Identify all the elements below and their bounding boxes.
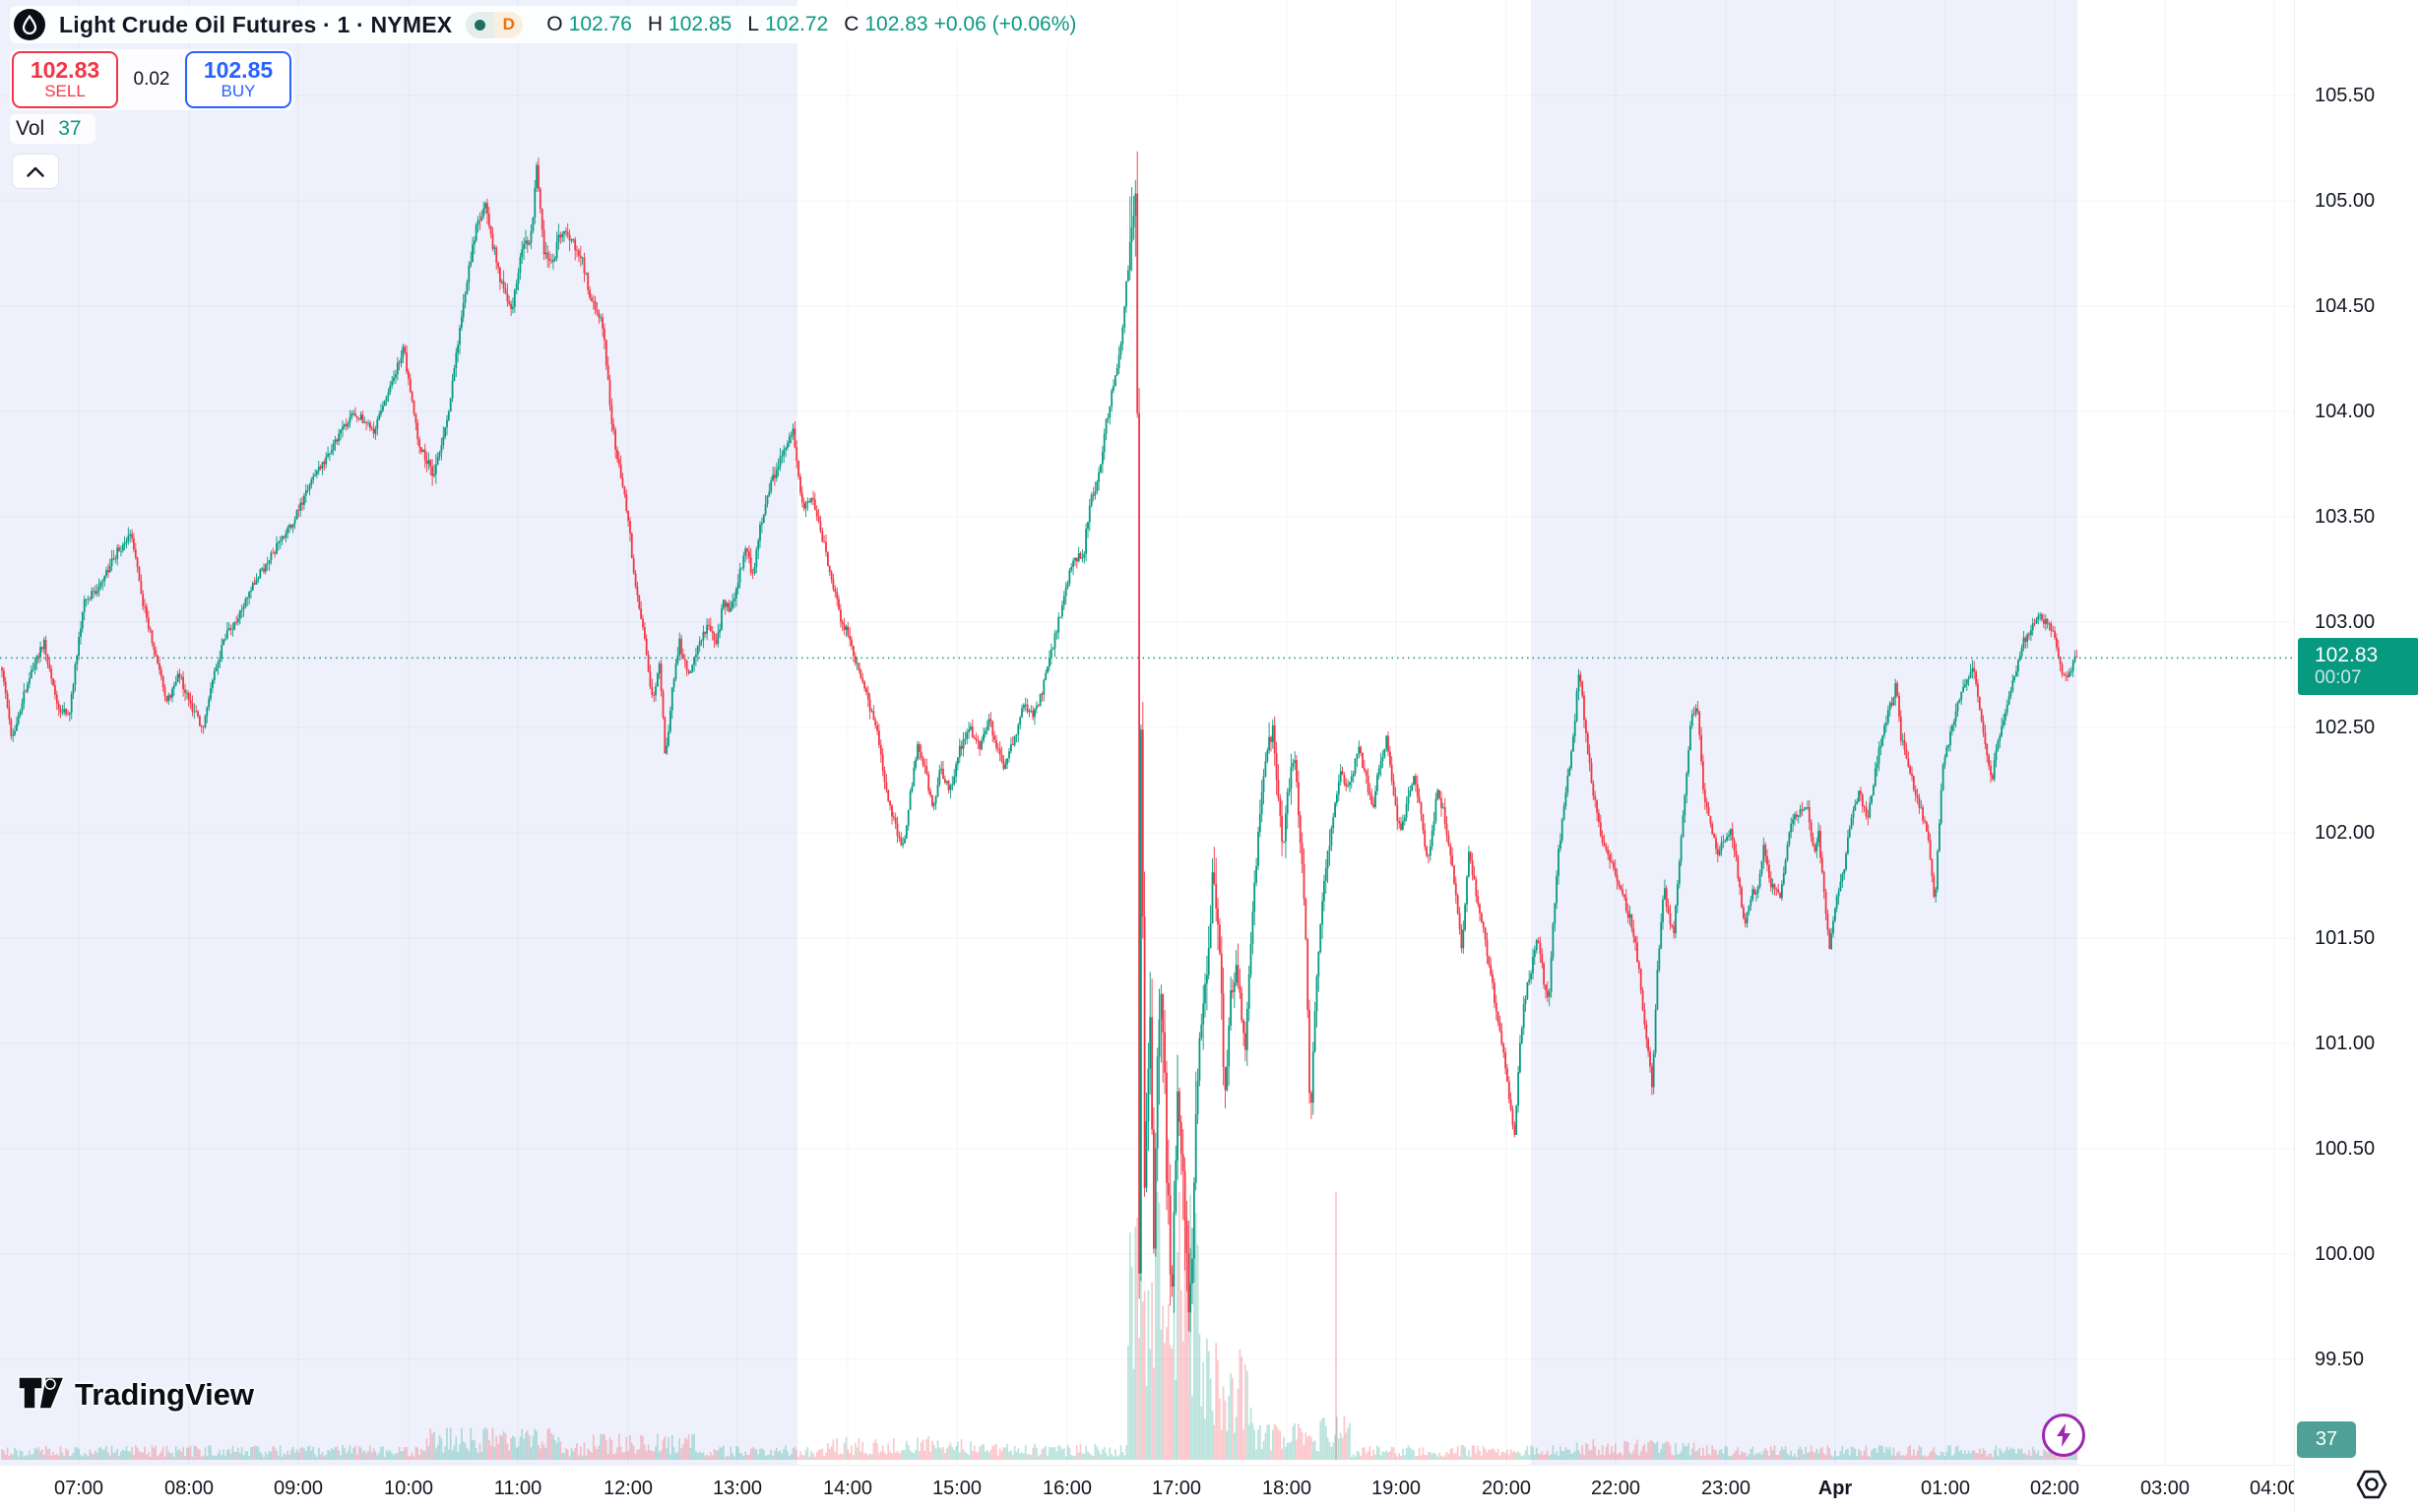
symbol-legend[interactable]: Light Crude Oil Futures · 1 · NYMEX D O … [10, 6, 1089, 43]
y-axis-label: 101.50 [2315, 927, 2376, 949]
volume-readout: Vol 37 [10, 114, 95, 144]
x-axis-label: 12:00 [603, 1478, 654, 1499]
buy-price: 102.85 [203, 57, 274, 83]
y-axis-label: 100.00 [2315, 1243, 2376, 1265]
high-value: 102.85 [668, 13, 732, 35]
current-price-value: 102.83 [2315, 644, 2379, 666]
x-axis-label: 20:00 [1481, 1478, 1532, 1499]
x-axis-label: 09:00 [273, 1478, 324, 1499]
x-axis-label: 02:00 [2029, 1478, 2080, 1499]
time-axis[interactable]: 07:00 08:00 09:00 10:00 11:00 12:00 13:00 14:00… [0, 1465, 2418, 1512]
y-axis-label: 101.00 [2315, 1033, 2376, 1054]
lightning-button[interactable] [2042, 1414, 2085, 1457]
symbol-title: Light Crude Oil Futures · 1 · NYMEX [59, 11, 453, 37]
market-status[interactable]: D [466, 11, 524, 38]
x-axis-label: 17:00 [1151, 1478, 1202, 1499]
y-axis-label: 105.50 [2315, 85, 2376, 106]
y-axis-label: 104.00 [2315, 401, 2376, 422]
watermark-text: TradingView [75, 1377, 255, 1412]
buy-label: BUY [221, 82, 256, 101]
buy-button[interactable]: 102.85 BUY [185, 51, 291, 108]
trade-panel: 102.83 SELL 0.02 102.85 BUY [10, 49, 293, 110]
y-axis-label: 99.50 [2315, 1349, 2365, 1370]
bar-countdown: 00:07 [2315, 667, 2362, 688]
y-axis-label: 100.50 [2315, 1138, 2376, 1160]
y-axis-label: 105.00 [2315, 190, 2376, 212]
volume-value: 37 [58, 117, 82, 140]
x-axis-label: 23:00 [1700, 1478, 1751, 1499]
x-axis-label: 01:00 [1920, 1478, 1971, 1499]
open-value: 102.76 [568, 13, 632, 35]
oil-drop-icon [14, 9, 45, 40]
change-value: +0.06 (+0.06%) [933, 13, 1077, 35]
volume-label: Vol [16, 117, 45, 140]
tradingview-logo-icon [18, 1376, 65, 1410]
timeframe-badge: D [494, 11, 524, 38]
x-axis-label: 18:00 [1261, 1478, 1312, 1499]
x-axis-label: 19:00 [1370, 1478, 1422, 1499]
x-axis-label: 11:00 [493, 1478, 542, 1499]
y-axis-label: 102.00 [2315, 822, 2376, 844]
x-axis-label: Apr [1817, 1478, 1853, 1499]
sell-label: SELL [44, 82, 86, 101]
instrument-eye-icon[interactable] [2355, 1469, 2388, 1505]
x-axis-label: 08:00 [163, 1478, 215, 1499]
x-axis-label: 03:00 [2139, 1478, 2191, 1499]
sell-button[interactable]: 102.83 SELL [12, 51, 118, 108]
y-axis-label: 103.50 [2315, 506, 2376, 528]
collapse-button[interactable] [12, 154, 59, 189]
close-label: C [844, 13, 859, 35]
price-axis[interactable]: 102.83 00:07 37 105.50 105.00 104.50 104.00… [2294, 0, 2418, 1512]
y-axis-label: 102.50 [2315, 717, 2376, 738]
current-price-label: 102.83 00:07 [2298, 638, 2418, 695]
x-axis-label: 07:00 [53, 1478, 104, 1499]
sell-price: 102.83 [30, 57, 100, 83]
low-value: 102.72 [764, 13, 829, 35]
y-axis-label: 104.50 [2315, 295, 2376, 317]
lightning-icon [2057, 1423, 2070, 1447]
x-axis-label: 04:00 [2249, 1478, 2300, 1499]
ohlc-values: O 102.76 H 102.85 L 102.72 C 102.83 +0.0… [537, 13, 1076, 36]
spread-value: 0.02 [133, 69, 170, 90]
x-axis-label: 15:00 [931, 1478, 983, 1499]
x-axis-label: 16:00 [1042, 1478, 1093, 1499]
high-label: H [647, 13, 664, 35]
tradingview-watermark: TradingView [18, 1376, 254, 1414]
low-label: L [747, 13, 759, 35]
y-axis-label: 103.00 [2315, 611, 2376, 633]
volume-badge: 37 [2297, 1421, 2356, 1458]
x-axis-label: 13:00 [712, 1478, 763, 1499]
x-axis-label: 22:00 [1590, 1478, 1641, 1499]
market-status-dot-icon [466, 11, 495, 38]
chart-canvas[interactable] [0, 0, 2418, 1465]
x-axis-label: 14:00 [822, 1478, 873, 1499]
chevron-up-icon [27, 166, 44, 177]
x-axis-label: 10:00 [383, 1478, 434, 1499]
close-value: 102.83 [864, 13, 928, 35]
open-label: O [546, 13, 563, 35]
